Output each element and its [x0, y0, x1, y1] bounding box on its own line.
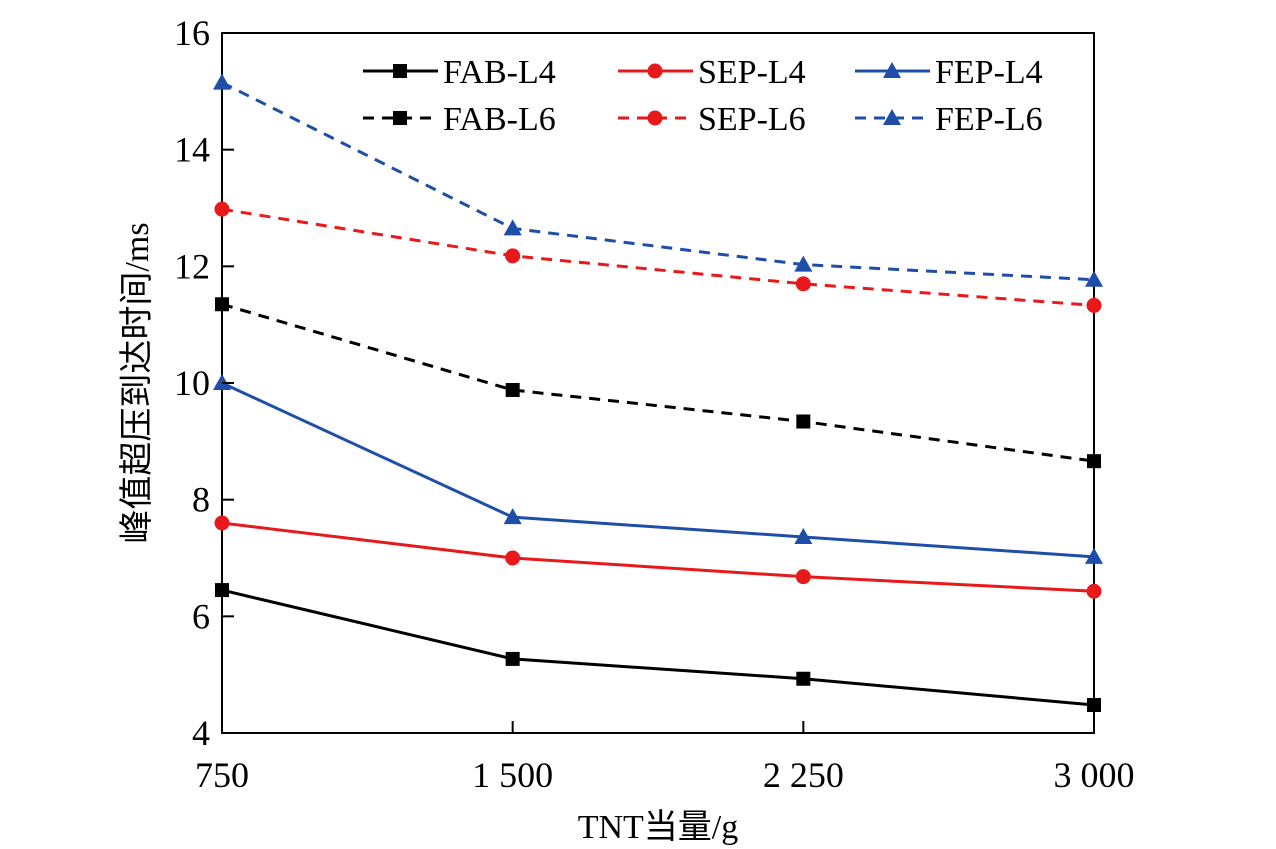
- y-tick-label: 14: [174, 130, 210, 170]
- data-point-fep-l6: [213, 73, 231, 90]
- legend-label: FAB-L4: [443, 54, 556, 91]
- legend-marker: [883, 109, 901, 125]
- data-point-fab-l4: [1087, 698, 1101, 712]
- data-point-fep-l6: [503, 219, 522, 236]
- legend-label: SEP-L4: [698, 54, 806, 91]
- data-point-sep-l4: [795, 569, 811, 585]
- data-point-fep-l4: [503, 508, 522, 525]
- y-tick-label: 10: [174, 363, 210, 403]
- series-line-sep-l6: [221, 207, 1095, 307]
- plot-area-frame: [221, 32, 1095, 734]
- y-tick-label: 4: [192, 713, 210, 753]
- legend-label: FEP-L4: [935, 54, 1043, 91]
- data-point-fab-l6: [215, 297, 229, 312]
- data-point-fab-l6: [796, 414, 811, 429]
- legend-marker: [393, 111, 407, 125]
- data-point-fep-l4: [794, 528, 813, 544]
- series-layer: [213, 73, 1103, 712]
- data-point-fab-l4: [215, 583, 229, 598]
- y-tick-label: 16: [174, 13, 210, 53]
- x-axis-label: TNT当量/g: [578, 808, 739, 846]
- legend-marker: [393, 64, 407, 78]
- legend-marker: [647, 110, 663, 126]
- y-tick-label: 8: [192, 480, 210, 520]
- x-tick-label: 3 000: [1054, 755, 1135, 795]
- data-point-sep-l4: [214, 515, 230, 531]
- y-axis-ticks: 4 6 8 10 12 14 16: [174, 13, 234, 753]
- data-point-sep-l6: [795, 276, 811, 292]
- y-axis-label: 峰值超压到达时间/ms: [118, 222, 156, 543]
- series-line-fep-l4: [221, 381, 1095, 559]
- y-tick-label: 12: [174, 246, 210, 286]
- data-point-sep-l4: [1086, 583, 1102, 599]
- legend-marker: [883, 62, 901, 78]
- series-line-fab-l6: [221, 302, 1095, 463]
- y-tick-label: 6: [192, 596, 210, 636]
- legend: FAB-L4 SEP-L4 FEP-L4 FAB-L6 SEP-L6 FEP-L6: [363, 54, 1043, 138]
- x-tick-label: 2 250: [763, 755, 844, 795]
- data-point-fep-l4: [1085, 547, 1103, 564]
- data-point-fab-l4: [505, 651, 520, 666]
- data-point-sep-l4: [505, 550, 521, 566]
- legend-label: SEP-L6: [698, 101, 806, 138]
- data-point-sep-l6: [1086, 297, 1102, 313]
- data-point-sep-l6: [505, 248, 521, 264]
- data-point-fep-l6: [1085, 270, 1103, 287]
- x-axis-ticks: 750 1 500 2 250 3 000: [195, 721, 1135, 795]
- series-line-fep-l6: [221, 81, 1095, 282]
- data-point-fab-l6: [1087, 454, 1101, 469]
- data-point-sep-l6: [214, 201, 230, 217]
- series-line-sep-l4: [221, 521, 1095, 593]
- legend-label: FAB-L6: [443, 101, 556, 138]
- legend-marker: [647, 63, 663, 79]
- data-point-fep-l6: [794, 255, 813, 272]
- x-tick-label: 750: [195, 755, 249, 795]
- legend-label: FEP-L6: [935, 101, 1043, 138]
- x-tick-label: 1 500: [472, 755, 553, 795]
- series-line-fab-l4: [221, 588, 1095, 707]
- data-point-fab-l6: [505, 383, 520, 397]
- data-point-fab-l4: [796, 671, 811, 686]
